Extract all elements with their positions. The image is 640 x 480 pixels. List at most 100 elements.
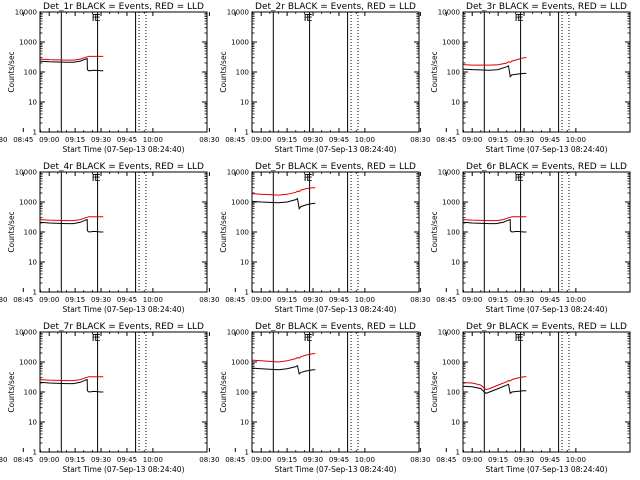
x-axis-label: Start Time (07-Sep-13 08:24:40) [275,465,397,474]
event-marker-label: F [304,333,310,344]
x-tick-label: 09:45 [329,456,349,464]
y-tick-label: 10 [28,419,37,427]
y-tick-label: 10000 [15,169,37,177]
y-tick-label: 1000 [231,199,249,207]
y-tick-label: 100 [236,69,249,77]
panel-title: Det_3r BLACK = Events, RED = LLD [466,2,627,12]
x-tick-label: 10:00 [566,456,586,464]
y-tick-label: 1 [456,289,460,297]
x-tick-label: 09:45 [540,136,560,144]
x-tick-label: 09:15 [277,456,297,464]
x-tick-label: 08:30 [0,296,7,304]
y-axis-label: Counts/sec [7,371,16,412]
y-tick-label: 1 [245,289,249,297]
x-axis-label: Start Time (07-Sep-13 08:24:40) [275,145,397,154]
event-marker-label: F [304,173,310,184]
event-marker-label: F [92,173,98,184]
y-tick-label: 10 [28,259,37,267]
event-marker-label: F [92,333,98,344]
y-tick-label: 1 [245,129,249,137]
event-marker-label: E [306,333,312,344]
x-tick-label: 09:15 [65,296,85,304]
x-tick-label: 09:45 [540,296,560,304]
y-tick-label: 100 [236,229,249,237]
event-marker-label: E [517,13,523,24]
panel-title: Det_6r BLACK = Events, RED = LLD [466,162,627,172]
detector-panel-4: Det_4r BLACK = Events, RED = LLD Counts/s… [0,162,208,314]
y-tick-label: 10000 [438,169,460,177]
y-tick-label: 1 [33,289,37,297]
x-tick-label: 09:15 [488,296,508,304]
y-tick-label: 1 [245,449,249,457]
x-tick-label: 09:45 [329,296,349,304]
y-tick-label: 1 [456,129,460,137]
x-tick-label: 09:00 [462,456,482,464]
x-tick-label: 09:00 [39,296,59,304]
panel-title: Det_2r BLACK = Events, RED = LLD [255,2,416,12]
plot-frame [251,331,420,453]
y-tick-label: 1000 [442,359,460,367]
detector-panel-6: Det_6r BLACK = Events, RED = LLD Counts/s… [410,162,631,314]
x-tick-label: 08:45 [225,136,245,144]
x-tick-label: 09:30 [514,136,534,144]
y-axis-label: Counts/sec [219,51,228,92]
event-marker-label: E [306,173,312,184]
plot-frame [462,11,631,133]
series-lld [463,376,527,391]
y-tick-label: 1000 [19,39,37,47]
event-marker-label: F [92,13,98,24]
plot-frame [251,171,420,293]
detector-panel-7: Det_7r BLACK = Events, RED = LLD Counts/s… [0,322,208,474]
x-tick-label: 09:00 [251,136,271,144]
y-tick-label: 10000 [438,9,460,17]
x-tick-label: 08:45 [13,456,33,464]
x-tick-label: 08:30 [410,296,430,304]
x-tick-label: 09:00 [462,296,482,304]
x-axis-label: Start Time (07-Sep-13 08:24:40) [63,305,185,314]
y-axis-label: Counts/sec [7,211,16,252]
x-tick-label: 10:00 [566,136,586,144]
x-tick-label: 10:00 [143,296,163,304]
series-events [40,57,104,72]
x-tick-label: 09:30 [514,296,534,304]
y-tick-label: 1000 [19,199,37,207]
x-tick-label: 09:00 [251,456,271,464]
y-tick-label: 100 [236,389,249,397]
y-tick-label: 10 [240,99,249,107]
x-tick-label: 08:45 [436,136,456,144]
event-marker-label: F [515,13,521,24]
y-tick-label: 1000 [442,199,460,207]
x-tick-label: 10:00 [143,456,163,464]
y-tick-label: 100 [24,69,37,77]
event-marker-label: E [517,173,523,184]
plot-frame [462,171,631,293]
x-tick-label: 09:00 [251,296,271,304]
y-tick-label: 10000 [15,329,37,337]
event-marker-label: E [306,13,312,24]
y-tick-label: 10000 [227,9,249,17]
y-tick-label: 10000 [227,169,249,177]
y-tick-label: 1000 [19,359,37,367]
plot-frame [39,171,208,293]
event-marker-label: E [94,173,100,184]
x-tick-label: 10:00 [355,136,375,144]
series-lld [40,376,104,382]
x-axis-label: Start Time (07-Sep-13 08:24:40) [63,465,185,474]
x-tick-label: 08:45 [436,456,456,464]
y-tick-label: 100 [447,229,460,237]
x-tick-label: 10:00 [566,296,586,304]
series-lld [463,57,527,66]
x-tick-label: 08:45 [13,296,33,304]
panel-title: Det_9r BLACK = Events, RED = LLD [466,322,627,332]
x-tick-label: 09:00 [39,456,59,464]
detector-panel-3: Det_3r BLACK = Events, RED = LLD Counts/s… [410,2,631,154]
x-tick-label: 09:45 [540,456,560,464]
plot-frame [251,11,420,133]
x-tick-label: 08:30 [199,456,219,464]
x-tick-label: 08:30 [410,136,430,144]
y-tick-label: 1000 [231,359,249,367]
series-events [463,65,527,78]
y-tick-label: 1 [33,449,37,457]
